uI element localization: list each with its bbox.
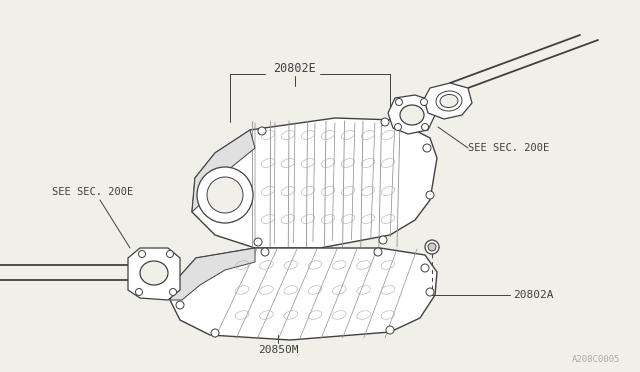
Circle shape [138, 250, 145, 257]
Text: 20850M: 20850M [258, 345, 298, 355]
Circle shape [423, 144, 431, 152]
Circle shape [207, 177, 243, 213]
Circle shape [425, 240, 439, 254]
Circle shape [170, 289, 177, 295]
Polygon shape [424, 83, 472, 119]
Circle shape [381, 118, 389, 126]
Circle shape [421, 264, 429, 272]
Circle shape [166, 250, 173, 257]
Text: 20802E: 20802E [274, 61, 316, 74]
Circle shape [261, 248, 269, 256]
Text: SEE SEC. 200E: SEE SEC. 200E [468, 143, 549, 153]
Circle shape [258, 127, 266, 135]
Circle shape [394, 124, 401, 131]
Circle shape [426, 288, 434, 296]
Circle shape [374, 248, 382, 256]
Text: SEE SEC. 200E: SEE SEC. 200E [52, 187, 133, 197]
Circle shape [426, 191, 434, 199]
Text: 20802A: 20802A [513, 290, 554, 300]
Polygon shape [192, 130, 255, 212]
Ellipse shape [140, 261, 168, 285]
Circle shape [254, 238, 262, 246]
Circle shape [428, 243, 436, 251]
Polygon shape [388, 95, 435, 134]
Circle shape [379, 236, 387, 244]
Text: A208C0005: A208C0005 [572, 356, 620, 365]
Circle shape [422, 124, 429, 131]
Polygon shape [192, 118, 437, 248]
Polygon shape [128, 248, 180, 300]
Ellipse shape [400, 105, 424, 125]
Ellipse shape [436, 91, 462, 111]
Circle shape [420, 99, 428, 106]
Circle shape [396, 99, 403, 106]
Circle shape [211, 329, 219, 337]
Circle shape [136, 289, 143, 295]
Circle shape [176, 301, 184, 309]
Ellipse shape [440, 94, 458, 108]
Circle shape [386, 326, 394, 334]
Circle shape [197, 167, 253, 223]
Polygon shape [170, 248, 255, 300]
Polygon shape [170, 248, 437, 340]
